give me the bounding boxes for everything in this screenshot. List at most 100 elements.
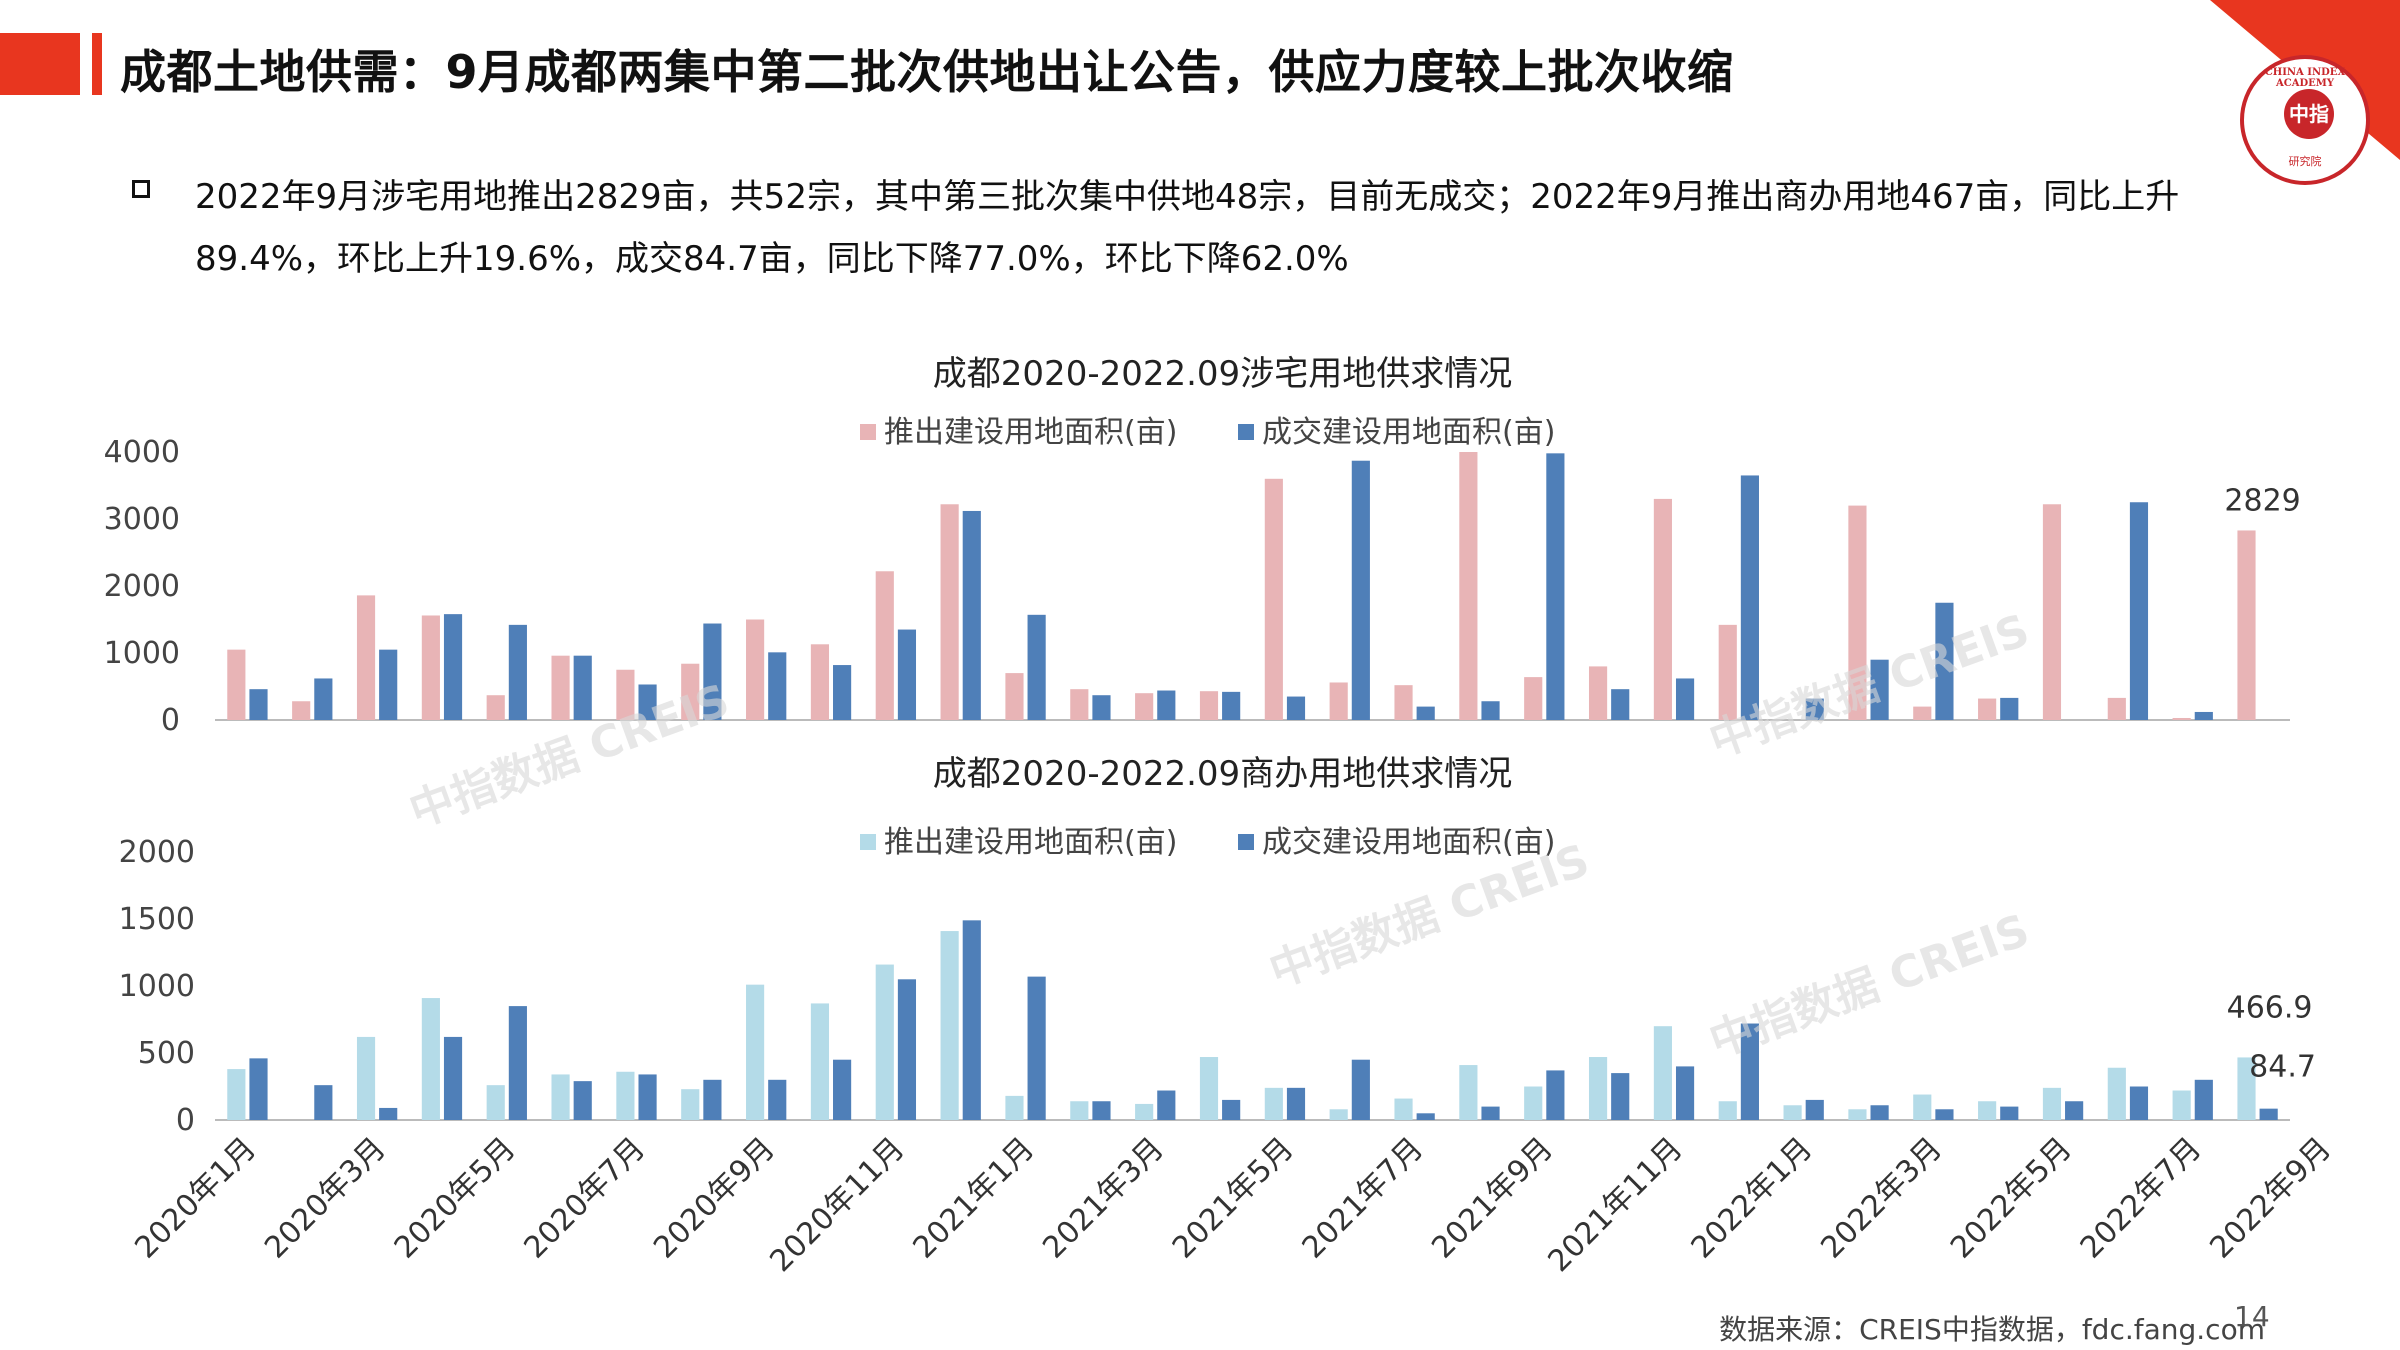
bar-deal <box>2129 502 2149 720</box>
bar-supply <box>616 1071 635 1120</box>
bar-deal <box>1870 1105 1889 1120</box>
bar-supply <box>2172 717 2191 720</box>
y-tick-label: 500 <box>138 1036 195 1071</box>
header-accent-block <box>0 33 80 95</box>
bar-supply <box>1264 1087 1283 1120</box>
bar-supply <box>1978 1101 1997 1120</box>
y-tick-label: 2000 <box>104 569 180 604</box>
data-label: 466.9 <box>2227 990 2313 1025</box>
bar-deal <box>703 1079 722 1120</box>
page-number: 14 <box>2234 1300 2270 1333</box>
x-tick-label: 2021年11月 <box>1541 1131 1689 1279</box>
china-index-academy-logo: CHINA INDEX ACADEMY 中指 研究院 <box>2240 55 2370 185</box>
bar-supply <box>421 615 440 720</box>
bar-supply <box>2042 504 2062 720</box>
data-source: 数据来源：CREIS中指数据，fdc.fang.com <box>1719 1313 2265 1346</box>
bar-deal <box>703 623 722 720</box>
bar-deal <box>833 665 852 720</box>
logo-ring-text: CHINA INDEX ACADEMY <box>2264 67 2346 89</box>
bar-supply <box>2107 1067 2126 1120</box>
bar-supply <box>1978 698 1997 720</box>
bar-supply <box>1653 498 1672 720</box>
bar-deal <box>1481 1106 1500 1120</box>
bar-supply <box>227 649 246 720</box>
legend-swatch <box>1238 424 1254 440</box>
bar-deal <box>833 1059 852 1120</box>
x-tick-label: 2022年3月 <box>1814 1131 1949 1266</box>
data-label: 84.7 <box>2249 1050 2316 1085</box>
bar-supply <box>875 964 894 1120</box>
bar-supply <box>421 998 440 1120</box>
bar-supply <box>1913 1094 1932 1120</box>
bar-deal <box>1222 691 1241 720</box>
bar-deal <box>1675 678 1695 720</box>
legend-swatch <box>860 834 876 850</box>
bar-deal <box>1546 453 1565 720</box>
bar-supply <box>1264 478 1283 720</box>
bar-supply <box>1329 682 1348 720</box>
x-tick-label: 2020年9月 <box>647 1131 782 1266</box>
bar-deal <box>1416 1113 1435 1120</box>
bar-deal <box>508 1006 527 1120</box>
bar-supply <box>1394 1098 1413 1120</box>
x-tick-label: 2021年3月 <box>1036 1131 1171 1266</box>
bar-deal <box>379 649 398 720</box>
bar-deal <box>508 624 527 720</box>
bar-deal <box>1870 659 1889 720</box>
bar-deal <box>1027 614 1046 720</box>
summary-text: 2022年9月涉宅用地推出2829亩，共52宗，其中第三批次集中供地48宗，目前… <box>195 177 2180 279</box>
bar-deal <box>962 510 981 720</box>
bar-supply <box>1329 1109 1348 1120</box>
bar-deal <box>1611 689 1630 720</box>
bar-deal <box>1740 475 1759 720</box>
bar-supply <box>1588 1057 1608 1120</box>
bar-supply <box>1913 706 1932 720</box>
bar-deal <box>1092 1101 1111 1120</box>
bar-supply <box>810 1003 830 1120</box>
x-tick-label: 2020年7月 <box>517 1131 652 1266</box>
bar-supply <box>940 504 959 720</box>
logo-center: 中指 <box>2284 89 2334 139</box>
bar-deal <box>314 678 333 720</box>
bar-supply <box>746 619 765 720</box>
y-tick-label: 1000 <box>119 969 195 1004</box>
bar-supply <box>227 1069 246 1120</box>
bar-deal <box>2259 1108 2278 1120</box>
x-tick-label: 2022年7月 <box>2074 1131 2209 1266</box>
bar-supply <box>356 595 376 720</box>
bar-supply <box>1135 1103 1154 1120</box>
x-tick-label: 2022年1月 <box>1685 1131 1820 1266</box>
bar-deal <box>1222 1099 1241 1120</box>
bar-supply <box>681 1089 700 1120</box>
bar-deal <box>1805 1099 1824 1120</box>
bullet-square-icon <box>132 180 150 198</box>
bar-deal <box>2194 711 2213 720</box>
bar-deal <box>249 1058 268 1120</box>
bar-deal <box>1416 706 1435 720</box>
x-tick-label: 2021年1月 <box>907 1131 1042 1266</box>
bar-supply <box>1070 1101 1089 1120</box>
bar-supply <box>1070 689 1089 720</box>
bar-deal <box>2065 1101 2084 1120</box>
bar-supply <box>2172 1090 2191 1120</box>
bar-deal <box>2194 1079 2213 1120</box>
bar-supply <box>1135 693 1154 720</box>
y-tick-label: 2000 <box>119 835 195 870</box>
bar-supply <box>486 1085 505 1120</box>
bar-deal <box>573 655 592 720</box>
bar-deal <box>1286 696 1306 720</box>
x-tick-label: 2022年9月 <box>2203 1131 2338 1266</box>
bar-supply <box>1848 505 1867 720</box>
bar-supply <box>616 669 635 720</box>
bar-deal <box>1675 1066 1695 1120</box>
bar-deal <box>897 979 917 1120</box>
bar-supply <box>1005 1095 1024 1120</box>
bar-supply <box>1848 1109 1867 1120</box>
logo-bottom-text: 研究院 <box>2288 155 2322 168</box>
bar-deal <box>379 1107 398 1120</box>
x-tick-label: 2020年1月 <box>128 1131 263 1266</box>
bar-supply <box>2237 530 2256 720</box>
bar-deal <box>638 684 657 720</box>
bar-deal <box>1611 1073 1630 1120</box>
